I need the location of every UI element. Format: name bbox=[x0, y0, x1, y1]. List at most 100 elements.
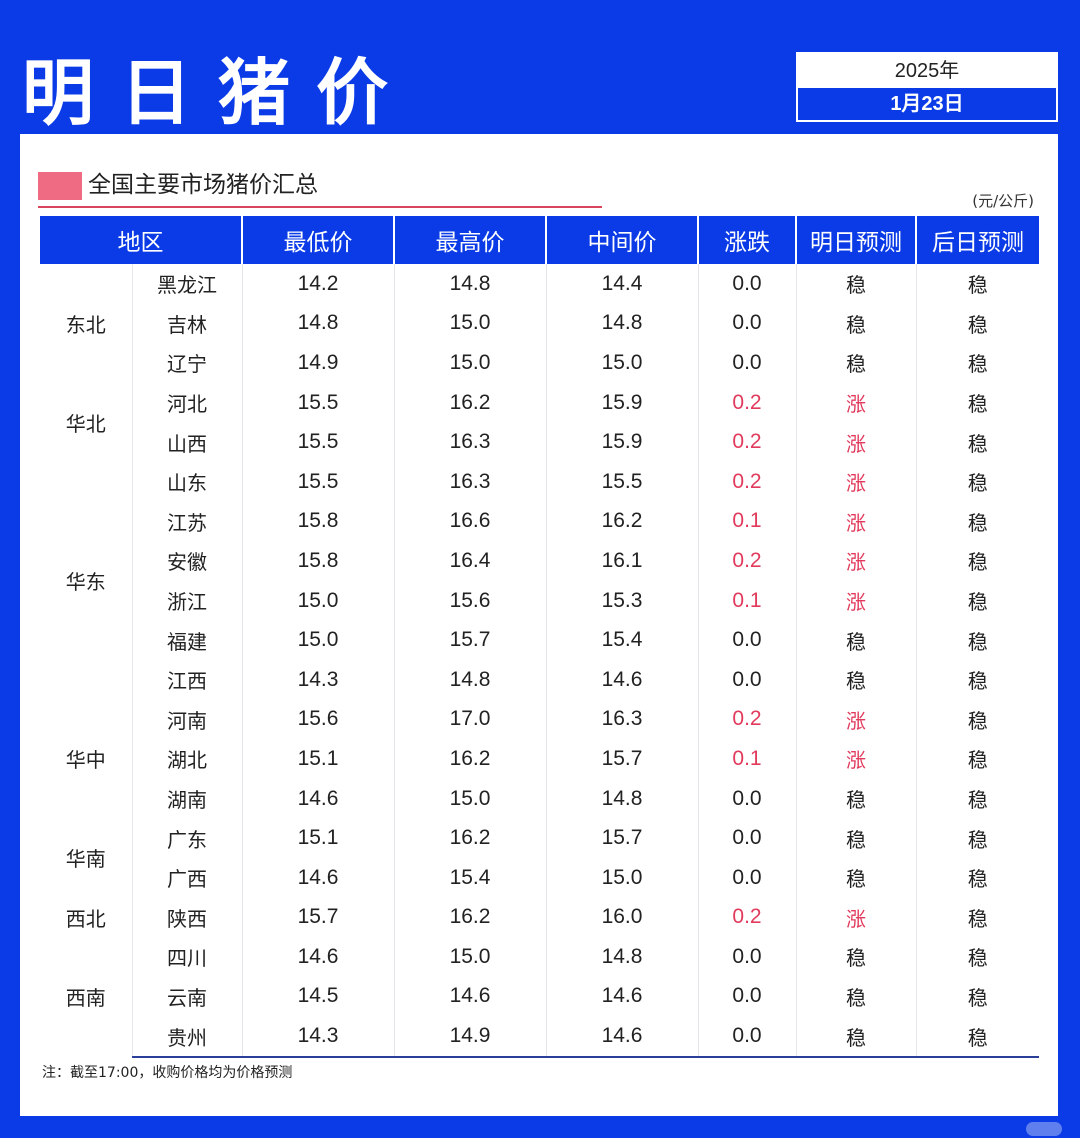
mid-price-cell: 15.9 bbox=[545, 422, 698, 462]
province-cell: 吉林 bbox=[131, 303, 242, 344]
tomorrow-forecast-cell: 涨 bbox=[795, 739, 916, 779]
after-forecast-cell: 稳 bbox=[915, 699, 1039, 740]
high-price-cell: 16.4 bbox=[393, 541, 546, 581]
province-cell: 浙江 bbox=[131, 580, 242, 621]
change-cell: 0.0 bbox=[697, 937, 796, 977]
province-cell: 四川 bbox=[131, 937, 242, 977]
after-forecast-cell: 稳 bbox=[915, 343, 1039, 383]
change-cell: 0.2 bbox=[697, 461, 796, 502]
unit-label: (元/公斤) bbox=[972, 192, 1034, 210]
change-cell: 0.2 bbox=[697, 382, 796, 423]
table-row: 辽宁 14.9 15.0 15.0 0.0 稳稳 bbox=[40, 343, 1039, 383]
col-header-high: 最高价 bbox=[393, 216, 546, 264]
province-cell: 云南 bbox=[131, 976, 242, 1017]
mid-price-cell: 16.3 bbox=[545, 699, 698, 740]
change-cell: 0.2 bbox=[697, 541, 796, 581]
tomorrow-forecast-cell: 稳 bbox=[795, 818, 916, 858]
date-day: 1月23日 bbox=[798, 88, 1056, 120]
after-forecast-cell: 稳 bbox=[915, 461, 1039, 502]
province-cell: 湖北 bbox=[131, 739, 242, 779]
region-cell: 华南 bbox=[65, 847, 106, 872]
low-price-cell: 15.5 bbox=[241, 461, 394, 502]
mid-price-cell: 16.0 bbox=[545, 897, 698, 938]
high-price-cell: 15.0 bbox=[393, 778, 546, 819]
tomorrow-forecast-cell: 涨 bbox=[795, 382, 916, 423]
low-price-cell: 15.1 bbox=[241, 739, 394, 779]
province-cell: 江苏 bbox=[131, 501, 242, 542]
tomorrow-forecast-cell: 稳 bbox=[795, 778, 916, 819]
col-header-mid: 中间价 bbox=[545, 216, 698, 264]
table-row: 湖南 14.6 15.0 14.8 0.0 稳稳 bbox=[40, 778, 1039, 819]
region-cell: 华北 bbox=[65, 411, 106, 436]
mid-price-cell: 15.7 bbox=[545, 739, 698, 779]
price-table: 地区 最低价 最高价 中间价 涨跌 明日预测 后日预测 东北 黑龙江 14.2 14.… bbox=[40, 216, 1039, 1058]
province-cell: 广东 bbox=[131, 818, 242, 858]
province-cell: 陕西 bbox=[131, 897, 242, 938]
after-forecast-cell: 稳 bbox=[915, 382, 1039, 423]
low-price-cell: 14.6 bbox=[241, 857, 394, 898]
after-forecast-cell: 稳 bbox=[915, 897, 1039, 938]
after-forecast-cell: 稳 bbox=[915, 620, 1039, 660]
low-price-cell: 14.8 bbox=[241, 303, 394, 344]
table-row: 安徽 15.8 16.4 16.1 0.2 涨稳 bbox=[40, 541, 1039, 581]
table-row: 西北 陕西 15.7 16.2 16.0 0.2 涨稳 bbox=[40, 897, 1039, 938]
tomorrow-forecast-cell: 稳 bbox=[795, 343, 916, 383]
high-price-cell: 14.6 bbox=[393, 976, 546, 1017]
footnote: 注：截至17:00，收购价格均为价格预测 bbox=[42, 1065, 293, 1081]
tomorrow-forecast-cell: 稳 bbox=[795, 659, 916, 700]
high-price-cell: 15.0 bbox=[393, 343, 546, 383]
tomorrow-forecast-cell: 稳 bbox=[795, 937, 916, 977]
table-body: 东北 黑龙江 14.2 14.8 14.4 0.0 稳稳吉林 14.8 15.0 14.8 0.0 稳… bbox=[40, 264, 1039, 1058]
low-price-cell: 14.3 bbox=[241, 659, 394, 700]
high-price-cell: 14.8 bbox=[393, 264, 546, 304]
high-price-cell: 16.2 bbox=[393, 739, 546, 779]
table-row: 吉林 14.8 15.0 14.8 0.0 稳稳 bbox=[40, 303, 1039, 344]
after-forecast-cell: 稳 bbox=[915, 422, 1039, 462]
region-cell: 东北 bbox=[65, 312, 106, 337]
tomorrow-forecast-cell: 稳 bbox=[795, 1016, 916, 1058]
high-price-cell: 16.3 bbox=[393, 461, 546, 502]
province-cell: 广西 bbox=[131, 857, 242, 898]
tomorrow-forecast-cell: 稳 bbox=[795, 976, 916, 1017]
mid-price-cell: 14.6 bbox=[545, 659, 698, 700]
col-header-region: 地区 bbox=[40, 216, 242, 264]
col-header-change: 涨跌 bbox=[697, 216, 796, 264]
low-price-cell: 14.5 bbox=[241, 976, 394, 1017]
table-row: 浙江 15.0 15.6 15.3 0.1 涨稳 bbox=[40, 580, 1039, 621]
low-price-cell: 15.7 bbox=[241, 897, 394, 938]
after-forecast-cell: 稳 bbox=[915, 580, 1039, 621]
table-row: 华中 河南 15.6 17.0 16.3 0.2 涨稳 bbox=[40, 699, 1039, 772]
change-cell: 0.0 bbox=[697, 857, 796, 898]
low-price-cell: 14.3 bbox=[241, 1016, 394, 1058]
date-year: 2025年 bbox=[798, 54, 1056, 88]
table-row: 华南 广东 15.1 16.2 15.7 0.0 稳稳 bbox=[40, 818, 1039, 871]
tomorrow-forecast-cell: 涨 bbox=[795, 897, 916, 938]
mid-price-cell: 15.9 bbox=[545, 382, 698, 423]
low-price-cell: 15.1 bbox=[241, 818, 394, 858]
change-cell: 0.2 bbox=[697, 422, 796, 462]
region-cell: 西北 bbox=[65, 906, 106, 931]
table-row: 西南 四川 14.6 15.0 14.8 0.0 稳稳 bbox=[40, 937, 1039, 1010]
table-row: 江西 14.3 14.8 14.6 0.0 稳稳 bbox=[40, 659, 1039, 700]
after-forecast-cell: 稳 bbox=[915, 976, 1039, 1017]
change-cell: 0.0 bbox=[697, 264, 796, 304]
after-forecast-cell: 稳 bbox=[915, 1016, 1039, 1058]
low-price-cell: 15.8 bbox=[241, 501, 394, 542]
table-row: 贵州 14.3 14.9 14.6 0.0 稳稳 bbox=[40, 1016, 1039, 1058]
high-price-cell: 15.6 bbox=[393, 580, 546, 621]
table-row: 华东 山东 15.5 16.3 15.5 0.2 涨稳 bbox=[40, 461, 1039, 594]
mid-price-cell: 14.8 bbox=[545, 778, 698, 819]
change-cell: 0.0 bbox=[697, 620, 796, 660]
change-cell: 0.0 bbox=[697, 659, 796, 700]
low-price-cell: 14.6 bbox=[241, 937, 394, 977]
province-cell: 贵州 bbox=[131, 1016, 242, 1058]
tomorrow-forecast-cell: 稳 bbox=[795, 303, 916, 344]
low-price-cell: 15.6 bbox=[241, 699, 394, 740]
low-price-cell: 15.5 bbox=[241, 422, 394, 462]
change-cell: 0.0 bbox=[697, 778, 796, 819]
mid-price-cell: 14.8 bbox=[545, 303, 698, 344]
province-cell: 安徽 bbox=[131, 541, 242, 581]
mid-price-cell: 15.3 bbox=[545, 580, 698, 621]
change-cell: 0.1 bbox=[697, 739, 796, 779]
tomorrow-forecast-cell: 稳 bbox=[795, 264, 916, 304]
